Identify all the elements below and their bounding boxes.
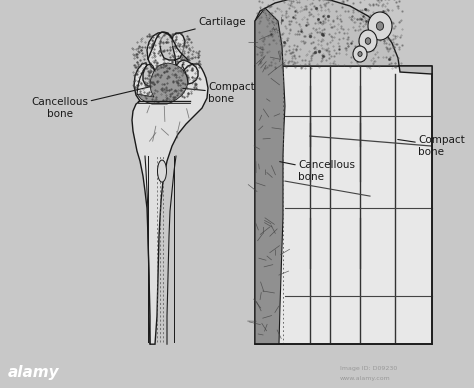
Polygon shape [132,32,208,344]
Text: Compact
bone: Compact bone [183,82,255,104]
Text: Cartilage: Cartilage [175,17,246,34]
Text: Image ID: D09230: Image ID: D09230 [340,365,397,371]
Ellipse shape [368,12,392,40]
Ellipse shape [358,52,362,56]
Polygon shape [148,32,188,60]
Polygon shape [255,0,432,74]
Ellipse shape [157,160,166,182]
Ellipse shape [365,38,371,44]
Text: Cancellous
bone: Cancellous bone [31,87,150,119]
Polygon shape [137,63,188,104]
Text: Compact
bone: Compact bone [398,135,465,157]
Polygon shape [255,8,285,344]
Text: www.alamy.com: www.alamy.com [340,376,391,381]
Ellipse shape [353,46,367,62]
Text: Cancellous
bone: Cancellous bone [280,160,355,182]
Bar [255,66,432,344]
Ellipse shape [359,30,377,52]
Ellipse shape [376,22,383,30]
Text: alamy: alamy [8,365,60,379]
